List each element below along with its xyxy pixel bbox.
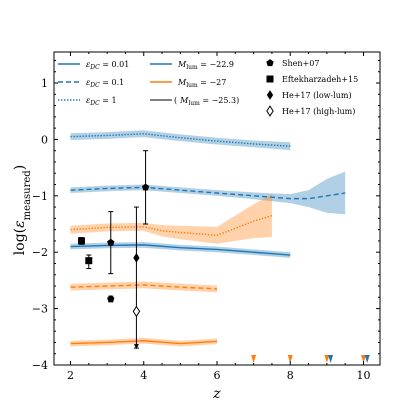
band-5 [70, 337, 217, 347]
band-3 [70, 194, 272, 244]
limit-arrow-head [133, 344, 139, 350]
data-point-shen-07-3 [107, 238, 115, 246]
series-line-0 [70, 133, 291, 147]
y-tick-label--2: −2 [32, 246, 48, 259]
y-tick-label--3: −3 [32, 303, 48, 316]
series-lines [70, 133, 346, 345]
band-4 [70, 281, 217, 293]
axis-ticks: 2 4 6 8 10 −4 −3 −2 −1 0 1 [32, 52, 380, 382]
legend-marker-eftekharzadeh-15 [266, 75, 274, 83]
legend-marker-he-17-high-lum [266, 105, 274, 117]
redshift-arrows [251, 355, 370, 363]
data-point-he-17-high-lum-5 [132, 305, 141, 318]
band-2 [70, 242, 291, 258]
series-line-3 [70, 214, 273, 236]
legend-label-dc-0: εDC = 0.01 [86, 60, 129, 71]
series-line-2 [70, 244, 291, 256]
x-tick-label-10: 10 [357, 369, 371, 382]
redshift-arrow-5 [364, 355, 370, 363]
y-axis-label: log(εmeasured) [12, 165, 33, 255]
data-point-eftekharzadeh-15-0 [77, 237, 85, 245]
data-point-he-17-low-lum-4 [133, 252, 140, 263]
data-point-he-17-low-lum-6 [141, 183, 150, 191]
redshift-arrow-0 [251, 355, 257, 363]
legend-label-dc-1: εDC = 0.1 [86, 78, 124, 89]
legend-label-eftekharzadeh-15: Eftekharzadeh+15 [282, 75, 358, 84]
confidence-bands [70, 130, 346, 347]
x-tick-label-6: 6 [214, 369, 221, 382]
x-axis-label: z [212, 386, 221, 402]
x-tick-label-2: 2 [67, 369, 74, 382]
redshift-arrow-1 [287, 355, 293, 363]
y-tick-label-0: 0 [41, 133, 48, 146]
legend-label-mlum-2: (Mlum = −25.3) [174, 96, 239, 107]
data-points [77, 150, 150, 350]
legend: εDC = 0.01 εDC = 0.1 εDC = 1 Mlum = −22.9 Ml… [58, 59, 358, 117]
legend-label-he-17-low-lum: He+17 (low-lum) [282, 91, 352, 100]
legend-marker-shen-07 [266, 59, 274, 67]
band-1 [70, 171, 346, 215]
redshift-arrow-2 [324, 355, 330, 363]
legend-label-shen-07: Shen+07 [282, 59, 319, 68]
data-point-shen-07-2 [107, 295, 115, 303]
data-point-eftekharzadeh-15-1 [85, 257, 93, 265]
redshift-arrow-3 [328, 355, 334, 363]
legend-label-mlum-1: Mlum = −27 [177, 78, 226, 89]
y-tick-label--1: −1 [32, 190, 48, 203]
y-tick-label-1: 1 [41, 77, 48, 90]
redshift-arrow-4 [361, 355, 367, 363]
x-tick-label-4: 4 [140, 369, 147, 382]
series-line-5 [70, 340, 218, 345]
legend-label-dc-2: εDC = 1 [86, 96, 117, 107]
x-tick-label-8: 8 [287, 369, 294, 382]
series-line-4 [70, 284, 218, 290]
legend-marker-he-17-low-lum [266, 90, 274, 100]
legend-label-mlum-0: Mlum = −22.9 [177, 60, 234, 71]
band-0 [70, 130, 291, 151]
legend-label-he-17-high-lum: He+17 (high-lum) [282, 107, 355, 116]
y-tick-label--4: −4 [32, 359, 48, 372]
